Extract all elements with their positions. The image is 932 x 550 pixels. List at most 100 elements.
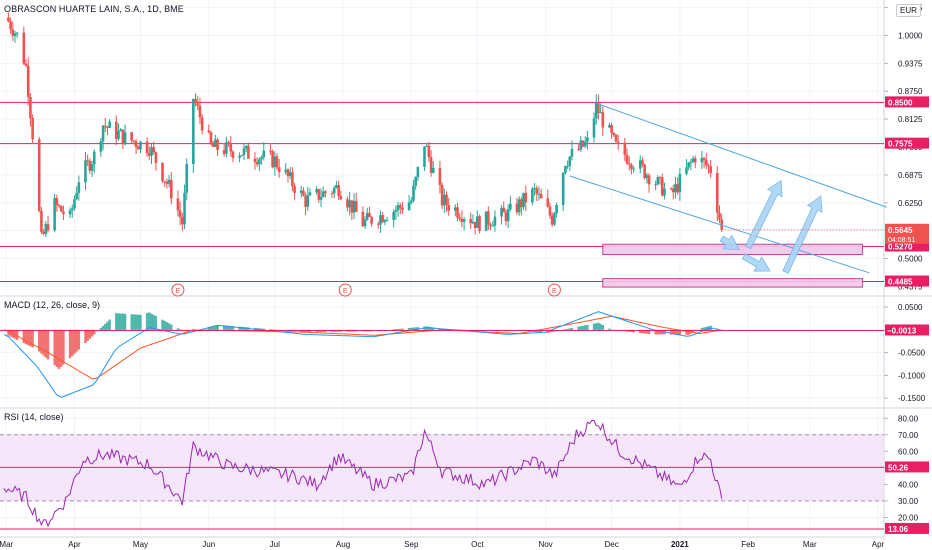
macd-histogram-bar bbox=[60, 329, 63, 367]
candle bbox=[37, 139, 41, 211]
macd-histogram-bar bbox=[399, 328, 402, 330]
earnings-marker bbox=[171, 283, 185, 297]
candle bbox=[7, 17, 10, 22]
candle bbox=[381, 215, 384, 223]
currency-button[interactable]: EUR bbox=[896, 4, 921, 17]
macd-histogram-bar bbox=[672, 329, 675, 335]
candle bbox=[654, 184, 657, 186]
candle bbox=[302, 190, 305, 196]
macd-histogram-bar bbox=[209, 326, 213, 330]
candle bbox=[242, 148, 246, 156]
candle bbox=[702, 157, 706, 161]
candle bbox=[460, 219, 464, 222]
candle bbox=[489, 224, 492, 226]
level-label-bg bbox=[885, 275, 929, 287]
macd-histogram-bar bbox=[306, 329, 310, 333]
projection-arrow bbox=[744, 179, 783, 250]
candle bbox=[443, 194, 446, 206]
candle bbox=[454, 207, 457, 211]
candle bbox=[471, 221, 475, 224]
candle bbox=[669, 188, 673, 190]
macd-histogram-bar bbox=[77, 329, 81, 350]
macd-histogram-bar bbox=[260, 328, 263, 330]
candle bbox=[161, 162, 164, 182]
macd-histogram-bar bbox=[22, 329, 26, 344]
macd-histogram-bar bbox=[592, 323, 596, 330]
candle bbox=[700, 157, 704, 163]
macd-histogram-bar bbox=[53, 329, 56, 366]
candle bbox=[299, 190, 303, 193]
candle bbox=[196, 103, 200, 106]
candle bbox=[550, 215, 554, 225]
macd-histogram-bar bbox=[702, 327, 706, 330]
macd-histogram-bar bbox=[161, 319, 164, 330]
macd-histogram-bar bbox=[669, 329, 673, 335]
macd-histogram-bar bbox=[568, 328, 571, 330]
candle bbox=[608, 124, 611, 128]
candle bbox=[531, 188, 534, 203]
price-tick-label: 0.9375 bbox=[898, 59, 923, 68]
candle bbox=[394, 210, 398, 212]
chart-title: OBRASCON HUARTE LAIN, S.A., 1D, BME bbox=[4, 4, 184, 14]
candle bbox=[145, 141, 149, 154]
candle bbox=[715, 173, 719, 213]
candle bbox=[315, 189, 318, 193]
macd-histogram-bar bbox=[661, 329, 664, 335]
macd-histogram-bar bbox=[44, 329, 48, 358]
candle bbox=[522, 192, 525, 208]
price-tick-label: 0.6250 bbox=[898, 199, 923, 208]
candle bbox=[238, 155, 241, 158]
macd-histogram-bar bbox=[207, 327, 210, 330]
candle bbox=[484, 211, 488, 231]
macd-histogram-bar bbox=[674, 329, 677, 335]
macd-histogram-bar bbox=[27, 329, 30, 346]
candle bbox=[493, 216, 497, 226]
candle bbox=[73, 199, 76, 209]
macd-histogram-bar bbox=[548, 329, 552, 333]
macd-histogram-bar bbox=[432, 327, 435, 330]
candle bbox=[579, 140, 583, 150]
macd-histogram-bar bbox=[412, 327, 415, 330]
candle bbox=[229, 143, 233, 152]
candle bbox=[561, 172, 565, 205]
macd-tick-label: -0.0500 bbox=[898, 349, 926, 358]
macd-histogram-bar bbox=[7, 329, 10, 336]
candle bbox=[225, 142, 228, 154]
candle bbox=[401, 207, 404, 211]
candle bbox=[370, 216, 373, 224]
candle bbox=[533, 187, 536, 189]
macd-histogram-bar bbox=[691, 329, 695, 333]
candle bbox=[62, 211, 65, 215]
macd-histogram-bar bbox=[632, 329, 635, 333]
macd-histogram-bar bbox=[216, 324, 219, 330]
macd-histogram-bar bbox=[40, 329, 43, 354]
x-tick-label: Jun bbox=[202, 540, 215, 549]
macd-line bbox=[3, 311, 722, 398]
macd-histogram-bar bbox=[407, 327, 411, 330]
candle bbox=[26, 65, 30, 98]
macd-histogram-bar bbox=[148, 312, 151, 330]
candle bbox=[31, 118, 34, 140]
candle bbox=[121, 129, 125, 145]
candle bbox=[592, 118, 596, 138]
last-price-label: 0.5645 bbox=[888, 226, 913, 235]
macd-histogram-bar bbox=[101, 325, 105, 330]
candle bbox=[478, 216, 481, 231]
candle bbox=[247, 145, 250, 159]
projection-arrow bbox=[719, 234, 740, 251]
level-label: 0.4485 bbox=[888, 278, 913, 287]
macd-histogram-bar bbox=[93, 329, 96, 335]
candle bbox=[379, 215, 382, 225]
candle bbox=[685, 167, 688, 174]
rsi-tick-label: 80.00 bbox=[898, 414, 919, 423]
earnings-marker-label: E bbox=[176, 288, 181, 295]
candle bbox=[13, 33, 17, 36]
macd-histogram-bar bbox=[165, 322, 169, 330]
candle bbox=[462, 218, 466, 222]
candle bbox=[154, 152, 158, 163]
candle bbox=[273, 156, 277, 168]
candle bbox=[269, 150, 272, 152]
price-tick-label: 0.5000 bbox=[898, 255, 923, 264]
candle bbox=[24, 63, 28, 66]
